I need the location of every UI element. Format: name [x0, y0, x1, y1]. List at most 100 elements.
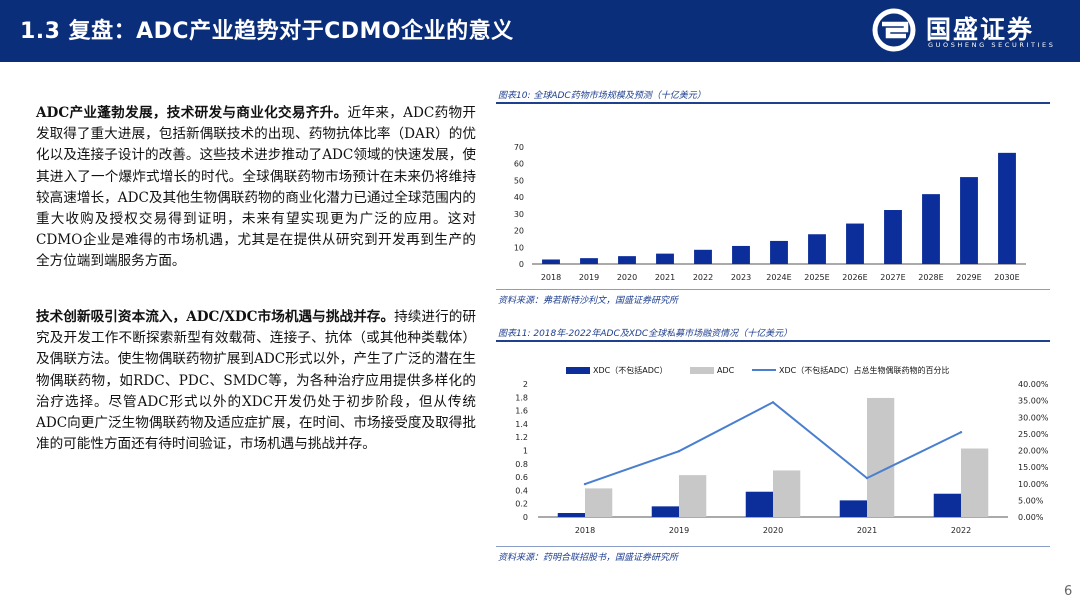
x-tick-label: 2022	[951, 526, 971, 535]
bar-2028E	[922, 194, 940, 264]
y-tick-label: 1.8	[515, 393, 528, 402]
y-tick-label: 40	[514, 193, 524, 202]
bar-2018	[542, 259, 560, 264]
bar-2029E	[960, 177, 978, 264]
bar-xdc-2018	[557, 513, 585, 517]
bar-2021	[656, 253, 674, 264]
pct-point	[771, 401, 775, 404]
bar-adc-2020	[773, 470, 801, 517]
x-tick-label: 2029E	[956, 273, 981, 282]
bar-2024E	[770, 240, 788, 264]
bar-2020	[618, 256, 636, 264]
bar-2023	[732, 245, 750, 264]
y-tick-label: 1	[523, 447, 528, 456]
logo-subtitle: GUOSHENG SECURITIES	[928, 41, 1056, 49]
paragraph-body: 近年来，ADC药物开发取得了重大进展，包括新偶联技术的出现、药物抗体比率（DAR…	[36, 105, 476, 270]
y-tick-label: 2	[523, 380, 528, 389]
x-tick-label: 2018	[541, 273, 561, 282]
pct-point	[677, 449, 681, 453]
bar-2025E	[808, 234, 826, 264]
figure11-caption: 图表11: 2018年-2022年ADC及XDC全球私募市场融资情况（十亿美元）	[498, 329, 793, 339]
x-tick-label: 2028E	[918, 273, 943, 282]
x-tick-label: 2018	[575, 526, 595, 535]
figure10-top-rule	[496, 102, 1050, 104]
y-tick-label: 20	[514, 227, 524, 236]
pct-point	[959, 431, 963, 434]
y-tick-label: 50	[514, 176, 524, 185]
y2-tick-label: 15.00%	[1018, 463, 1049, 472]
bar-2022	[694, 249, 712, 264]
y2-tick-label: 20.00%	[1018, 447, 1049, 456]
y-tick-label: 70	[514, 143, 524, 152]
x-tick-label: 2019	[669, 526, 689, 535]
y2-tick-label: 35.00%	[1018, 397, 1049, 406]
y-tick-label: 10	[514, 243, 524, 252]
figure10-source: 资料来源：弗若斯特沙利文，国盛证券研究所	[498, 296, 679, 306]
bar-2030E	[998, 152, 1016, 264]
figure11-bottom-rule	[496, 546, 1050, 547]
y-tick-label: 1.6	[515, 407, 528, 416]
y2-tick-label: 25.00%	[1018, 430, 1049, 439]
y2-tick-label: 30.00%	[1018, 413, 1049, 422]
bar-xdc-2021	[839, 500, 867, 517]
y-tick-label: 1.2	[515, 433, 528, 442]
bar-adc-2022	[961, 448, 989, 517]
header-bar: 1.3 复盘：ADC产业趋势对于CDMO企业的意义 国盛证券 GUOSHENG …	[0, 0, 1080, 62]
legend-swatch-gray	[690, 366, 714, 374]
x-tick-label: 2027E	[880, 273, 905, 282]
y-tick-label: 0.2	[515, 500, 528, 509]
market-size-bar-chart: 0 10 20 30 40 50 60 70 2018 2019 2020 2021 2022 2023 2…	[514, 143, 1026, 282]
y-tick-label: 0	[523, 513, 528, 522]
bar-xdc-2019	[651, 506, 679, 517]
bar-adc-2021	[867, 397, 895, 517]
x-tick-label: 2030E	[994, 273, 1019, 282]
x-tick-label: 2024E	[766, 273, 791, 282]
bar-2019	[580, 258, 598, 264]
x-tick-label: 2021	[857, 526, 877, 535]
bar-2026E	[846, 223, 864, 264]
paragraph-lead: 技术创新吸引资本流入，ADC/XDC市场机遇与挑战并存。	[36, 309, 395, 325]
page-number: 6	[1064, 584, 1073, 599]
paragraph-market-growth: ADC产业蓬勃发展，技术研发与商业化交易齐升。近年来，ADC药物开发取得了重大进…	[36, 103, 476, 273]
y-tick-label: 1.4	[515, 420, 528, 429]
paragraph-lead: ADC产业蓬勃发展，技术研发与商业化交易齐升。	[36, 105, 348, 121]
brand-logo: 国盛证券 GUOSHENG SECURITIES	[872, 8, 1072, 54]
x-tick-label: 2023	[731, 273, 751, 282]
y2-tick-label: 10.00%	[1018, 480, 1049, 489]
guosheng-emblem-icon	[872, 8, 916, 52]
legend-swatch-blue	[566, 366, 590, 374]
y2-tick-label: 0.00%	[1018, 513, 1044, 522]
x-tick-label: 2022	[693, 273, 713, 282]
y-tick-label: 0.8	[515, 460, 528, 469]
legend-pct: XDC（不包括ADC）占总生物偶联药物的百分比	[752, 364, 949, 376]
pct-point	[583, 482, 587, 486]
legend-swatch-line	[752, 369, 776, 371]
x-tick-label: 2019	[579, 273, 599, 282]
bar-adc-2019	[679, 475, 707, 517]
page-title: 1.3 复盘：ADC产业趋势对于CDMO企业的意义	[20, 19, 514, 44]
legend-xdc: XDC（不包括ADC）	[566, 364, 667, 376]
bar-xdc-2020	[745, 491, 773, 517]
x-tick-label: 2026E	[842, 273, 867, 282]
figure11-source: 资料来源：药明合联招股书，国盛证券研究所	[498, 553, 679, 563]
figure10-caption: 图表10: 全球ADC药物市场规模及预测（十亿美元）	[498, 91, 706, 101]
bar-adc-2018	[585, 488, 613, 517]
x-tick-label: 2021	[655, 273, 675, 282]
y-tick-label: 60	[514, 160, 524, 169]
legend-adc: ADC	[690, 364, 734, 376]
y-tick-label: 30	[514, 210, 524, 219]
pct-point	[865, 476, 869, 480]
x-tick-label: 2020	[617, 273, 637, 282]
bar-xdc-2022	[933, 493, 961, 517]
y-tick-label: 0.4	[515, 486, 528, 495]
paragraph-body: 持续进行的研究及开发工作不断探索新型有效载荷、连接子、抗体（或其他种类载体）及偶…	[36, 309, 476, 453]
logo-name: 国盛证券	[926, 15, 1035, 44]
bar-2027E	[884, 210, 902, 264]
y2-tick-label: 40.00%	[1018, 380, 1049, 389]
x-tick-label: 2020	[763, 526, 783, 535]
figure10-bottom-rule	[496, 289, 1050, 290]
paragraph-tech-innovation: 技术创新吸引资本流入，ADC/XDC市场机遇与挑战并存。持续进行的研究及开发工作…	[36, 307, 476, 455]
y-tick-label: 0.6	[515, 473, 528, 482]
figure11-top-rule	[496, 340, 1050, 342]
x-tick-label: 2025E	[804, 273, 829, 282]
